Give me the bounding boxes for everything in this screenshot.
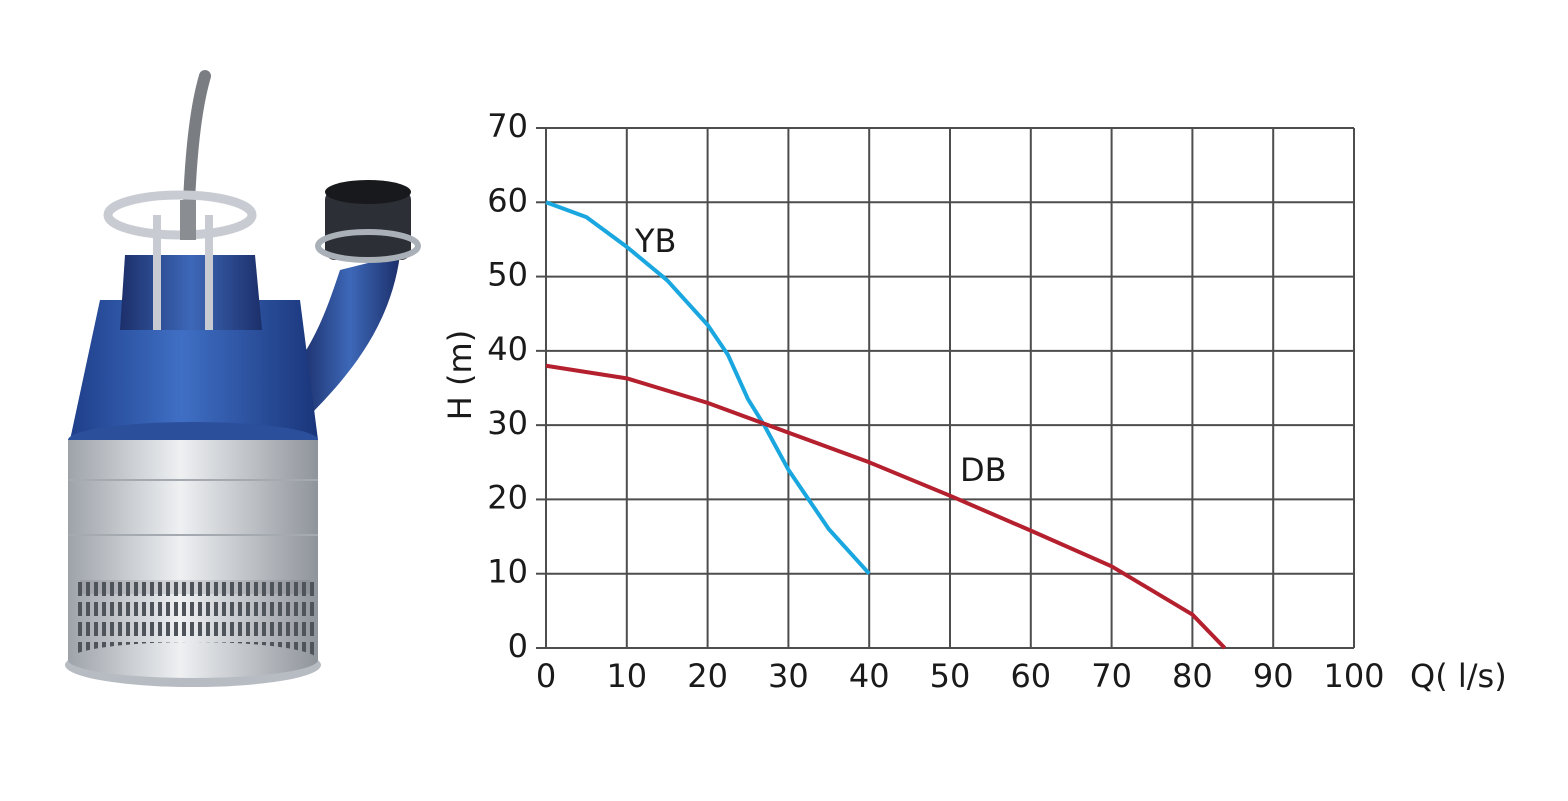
y-tick-label: 50 <box>487 256 528 294</box>
series-label: DB <box>960 451 1007 489</box>
x-tick-label: 40 <box>849 657 890 695</box>
y-tick-label: 20 <box>487 478 528 516</box>
x-tick-label: 60 <box>1010 657 1051 695</box>
series-line <box>545 200 871 576</box>
x-axis-label: Q( l/s) <box>1410 657 1507 695</box>
y-tick-label: 40 <box>487 330 528 368</box>
x-tick-label: 90 <box>1253 657 1294 695</box>
x-tick-label: 80 <box>1172 657 1213 695</box>
x-tick-label: 100 <box>1323 657 1384 695</box>
y-tick-label: 60 <box>487 181 528 219</box>
x-tick-label: 70 <box>1091 657 1132 695</box>
x-tick-label: 30 <box>768 657 809 695</box>
x-tick-label: 0 <box>536 657 556 695</box>
y-tick-label: 0 <box>508 627 528 665</box>
y-axis-label: H (m) <box>441 330 479 420</box>
y-tick-label: 30 <box>487 404 528 442</box>
x-tick-label: 10 <box>606 657 647 695</box>
pump-illustration <box>65 70 421 687</box>
y-tick-label: 10 <box>487 553 528 591</box>
x-tick-label: 50 <box>930 657 971 695</box>
x-tick-label: 20 <box>687 657 728 695</box>
series-label: YB <box>634 222 677 260</box>
y-tick-label: 70 <box>487 107 528 145</box>
series-line <box>545 363 1227 650</box>
